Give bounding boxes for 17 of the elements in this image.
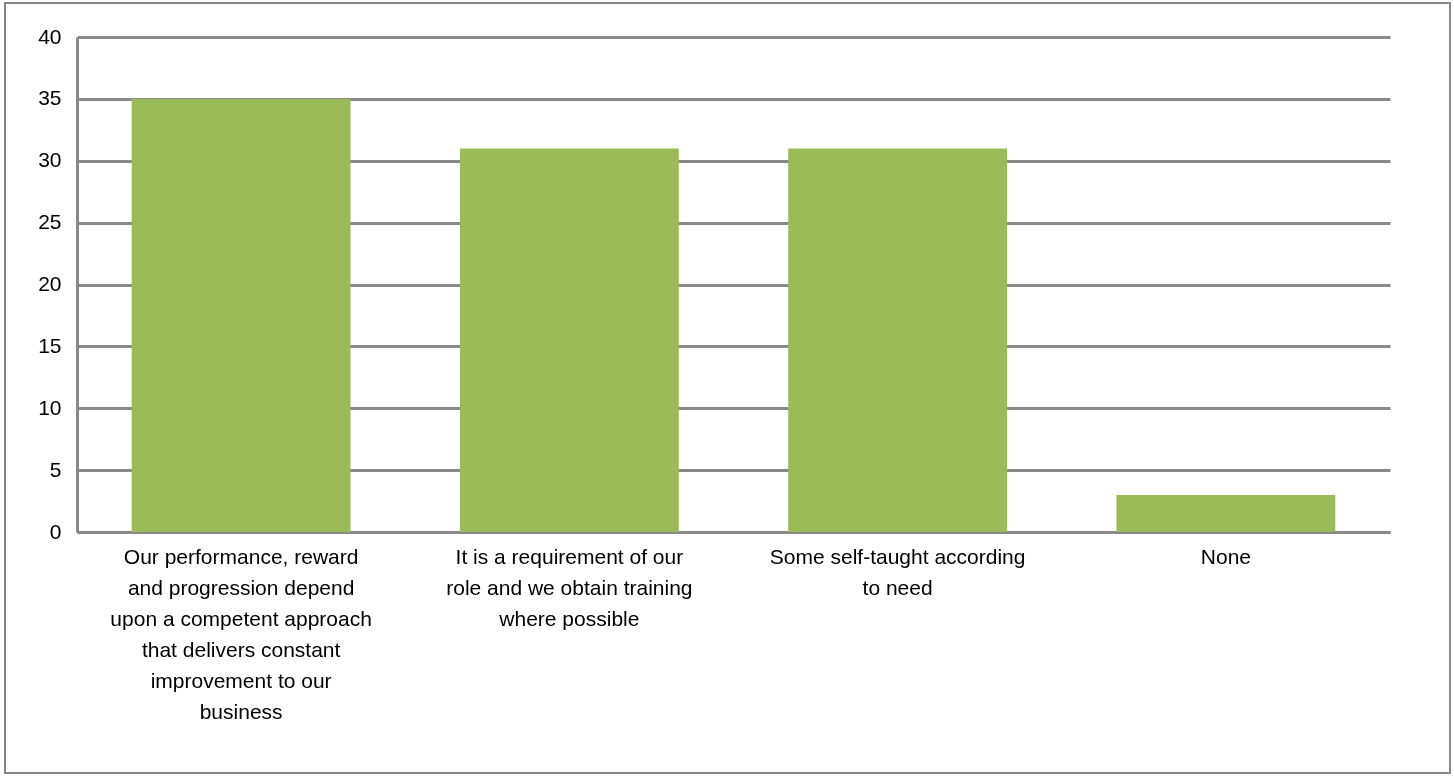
x-tick-label: None <box>1200 544 1251 568</box>
y-tick-label: 15 <box>38 333 62 357</box>
y-tick-label: 5 <box>49 457 62 481</box>
y-tick-label: 40 <box>38 24 62 48</box>
x-tick-label: Some self-taught according to need <box>769 544 1026 599</box>
y-tick-label: 20 <box>38 272 62 295</box>
bar <box>788 148 1008 532</box>
bar <box>131 98 351 532</box>
y-tick-label: 30 <box>38 148 62 172</box>
bar <box>459 148 679 532</box>
y-tick-label: 35 <box>38 86 62 110</box>
x-tick-label: Our performance, reward and progression depend upon a competent approach that delivers constant improvement to our business <box>110 544 372 723</box>
y-tick-label: 0 <box>49 519 62 543</box>
x-tick-label: It is a requirement of our role and we obtain training where possible <box>446 544 693 630</box>
y-tick-label: 25 <box>38 210 62 234</box>
y-tick-label: 10 <box>38 395 62 419</box>
bar <box>1116 494 1336 532</box>
